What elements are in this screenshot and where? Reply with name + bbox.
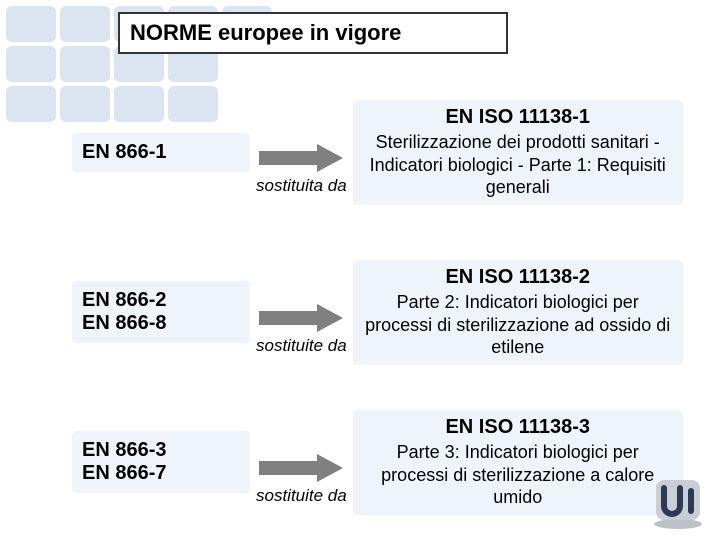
grid-cell xyxy=(60,46,110,82)
arrow-label: sostituite da xyxy=(256,336,347,356)
old-standard-box: EN 866-1 xyxy=(72,133,250,172)
grid-cell xyxy=(6,6,56,42)
grid-cell xyxy=(6,46,56,82)
new-standard-title: EN ISO 11138-1 xyxy=(363,106,673,129)
mapping-row: EN 866-1 sostituita da EN ISO 11138-1 Ste… xyxy=(72,100,700,205)
new-standard-title: EN ISO 11138-3 xyxy=(363,416,673,439)
old-standard-box: EN 866-3EN 866-7 xyxy=(72,431,250,493)
slide-title: NORME europee in vigore xyxy=(118,12,508,54)
new-standard-title: EN ISO 11138-2 xyxy=(363,266,673,289)
old-standard-line: EN 866-8 xyxy=(82,312,240,335)
old-standard-line: EN 866-3 xyxy=(82,439,240,462)
replaced-by-arrow: sostituite da xyxy=(256,304,347,356)
new-standard-box: EN ISO 11138-3 Parte 3: Indicatori biolo… xyxy=(353,410,683,515)
replaced-by-arrow: sostituita da xyxy=(256,144,347,196)
new-standard-desc: Parte 3: Indicatori biologici per proces… xyxy=(363,441,673,509)
grid-cell xyxy=(60,6,110,42)
grid-cell xyxy=(6,86,56,122)
arrow-label: sostituita da xyxy=(256,176,347,196)
old-standard-line: EN 866-7 xyxy=(82,462,240,485)
replaced-by-arrow: sostituite da xyxy=(256,454,347,506)
mapping-row: EN 866-2EN 866-8 sostituite da EN ISO 111… xyxy=(72,260,700,365)
mapping-row: EN 866-3EN 866-7 sostituite da EN ISO 111… xyxy=(72,410,700,515)
new-standard-box: EN ISO 11138-2 Parte 2: Indicatori biolo… xyxy=(353,260,683,365)
uni-logo-icon xyxy=(650,474,710,530)
old-standard-line: EN 866-1 xyxy=(82,141,240,164)
old-standard-box: EN 866-2EN 866-8 xyxy=(72,281,250,343)
new-standard-box: EN ISO 11138-1 Sterilizzazione dei prodo… xyxy=(353,100,683,205)
new-standard-desc: Sterilizzazione dei prodotti sanitari - … xyxy=(363,131,673,199)
new-standard-desc: Parte 2: Indicatori biologici per proces… xyxy=(363,291,673,359)
old-standard-line: EN 866-2 xyxy=(82,289,240,312)
arrow-label: sostituite da xyxy=(256,486,347,506)
slide-title-text: NORME europee in vigore xyxy=(130,20,401,45)
